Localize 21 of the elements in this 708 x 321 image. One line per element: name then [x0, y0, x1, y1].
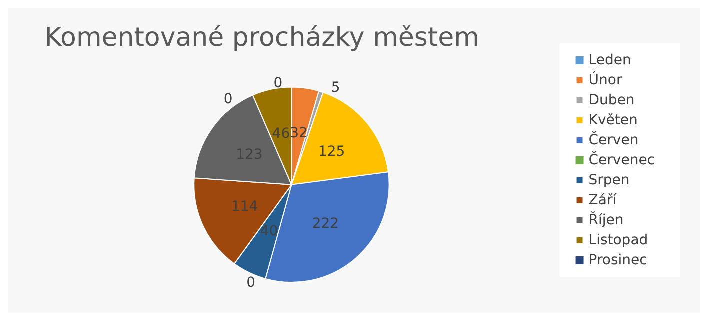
legend-label: Červenec — [588, 152, 656, 168]
text: 0 — [246, 274, 256, 291]
legend-label: Září — [588, 192, 618, 208]
legend-label: Únor — [588, 72, 622, 88]
legend-label: Duben — [588, 92, 635, 108]
legend-label: Květen — [588, 112, 638, 128]
legend-label: Listopad — [588, 232, 648, 248]
legend-label: Říjen — [588, 212, 624, 228]
text: 0 — [224, 91, 233, 108]
chart-title: Komentované procházky městem — [44, 23, 480, 53]
data-label: 5 — [331, 80, 340, 96]
data-label: 46 — [272, 126, 290, 142]
legend-label: Leden — [588, 52, 632, 68]
data-label: 114 — [231, 198, 258, 215]
legend-label: Prosinec — [588, 252, 648, 268]
legend-label: Srpen — [588, 172, 630, 188]
text: 0 — [274, 75, 283, 92]
data-label: 125 — [318, 144, 346, 160]
legend-label: Červen — [588, 132, 639, 148]
data-label: 222 — [312, 216, 340, 232]
data-label: 40 — [260, 224, 278, 240]
